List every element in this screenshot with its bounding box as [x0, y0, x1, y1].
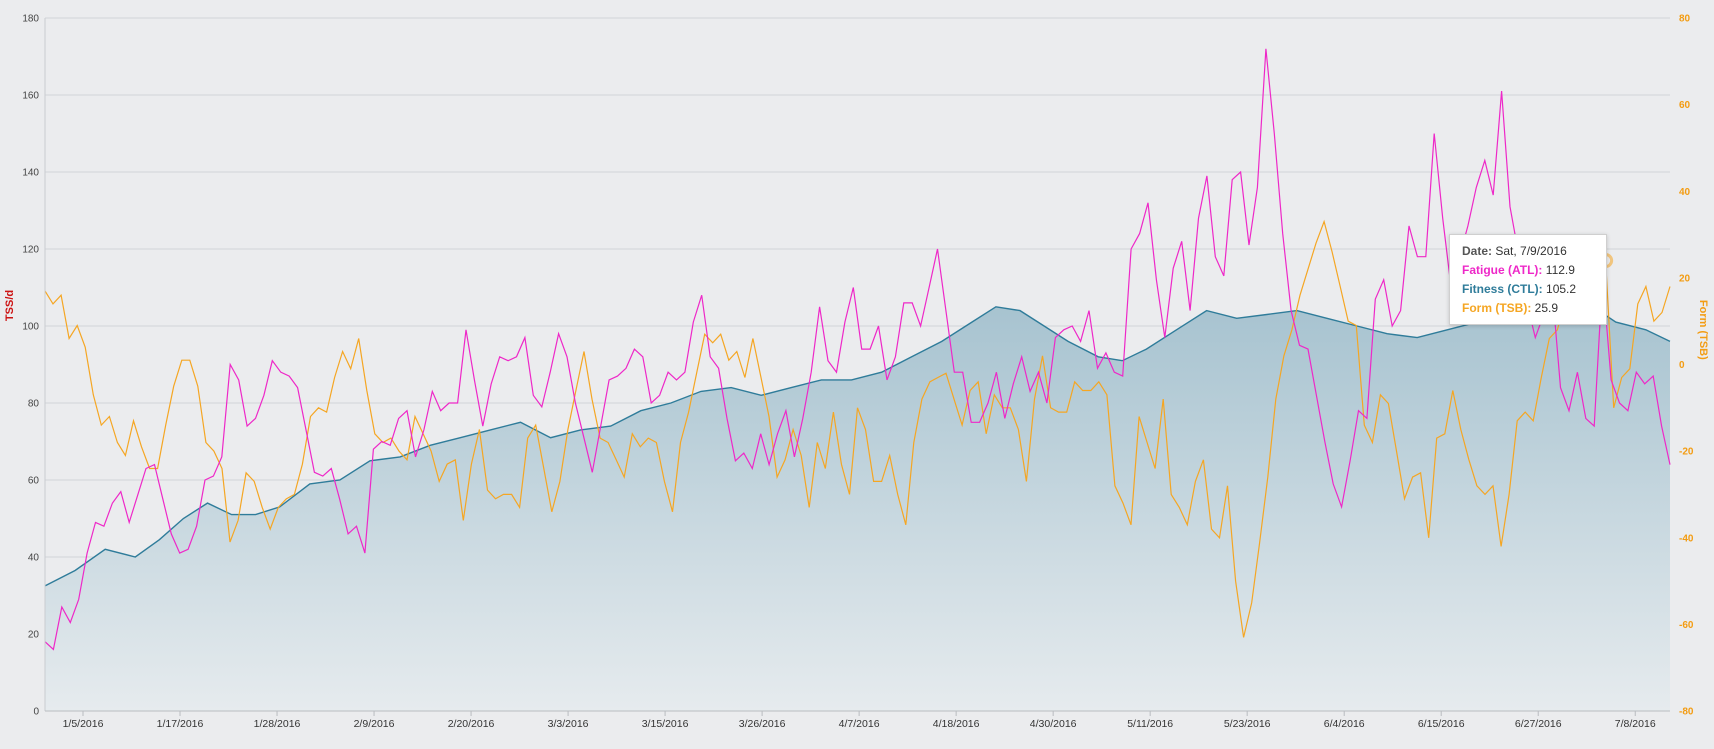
x-tick-label: 4/30/2016 — [1030, 718, 1077, 730]
tooltip-fatigue-value: 112.9 — [1545, 263, 1575, 277]
y-right-tick-label: 40 — [1679, 187, 1691, 198]
y-left-tick-label: 60 — [28, 476, 40, 487]
y-left-tick-label: 160 — [22, 91, 39, 102]
tooltip-fitness-row: Fitness (CTL): 105.2 — [1462, 280, 1596, 299]
tooltip-fatigue-row: Fatigue (ATL): 112.9 — [1462, 261, 1596, 280]
y-right-tick-label: 20 — [1679, 273, 1691, 284]
y-right-tick-label: -60 — [1679, 620, 1694, 631]
tooltip-date-value: Sat, 7/9/2016 — [1495, 244, 1567, 258]
y-left-tick-label: 120 — [22, 245, 39, 256]
x-tick-label: 1/17/2016 — [157, 718, 204, 730]
y-left-tick-label: 40 — [28, 553, 40, 564]
tooltip-fatigue-label: Fatigue (ATL): — [1462, 263, 1543, 277]
x-tick-label: 1/5/2016 — [63, 718, 104, 730]
x-tick-label: 3/3/2016 — [548, 718, 589, 730]
x-tick-label: 3/15/2016 — [642, 718, 689, 730]
x-tick-label: 3/26/2016 — [739, 718, 786, 730]
y-left-tick-label: 100 — [22, 322, 39, 333]
axes: 0 20 40 60 80 100 120 140 160 180 -80 -60 -40 -20 0 20 4… — [4, 14, 1709, 731]
y-left-tick-label: 140 — [22, 168, 39, 179]
fitness-area — [45, 306, 1670, 711]
x-tick-label: 2/20/2016 — [448, 718, 495, 730]
y-right-tick-label: 0 — [1679, 360, 1685, 371]
tooltip-fitness-label: Fitness (CTL): — [1462, 282, 1543, 296]
y-right-tick-label: -40 — [1679, 533, 1694, 544]
y-right-tick-label: 80 — [1679, 14, 1691, 25]
fitness-line — [44, 305, 1671, 587]
y-right-tick-label: -20 — [1679, 447, 1694, 458]
x-tick-label: 5/11/2016 — [1127, 718, 1173, 730]
tooltip-form-value: 25.9 — [1534, 301, 1559, 315]
x-tick-label: 2/9/2016 — [354, 718, 395, 730]
form-line — [44, 219, 1671, 638]
x-tick-label: 6/4/2016 — [1324, 718, 1365, 730]
x-tick-label: 7/8/2016 — [1615, 718, 1656, 730]
y-left-tick-label: 180 — [22, 14, 39, 25]
x-tick-label: 1/28/2016 — [254, 718, 301, 730]
y-right-axis-title: Form (TSB) — [1697, 300, 1709, 360]
tooltip-date-label: Date: — [1462, 244, 1493, 258]
y-left-tick-label: 80 — [28, 399, 40, 410]
y-left-tick-label: 0 — [33, 707, 39, 718]
chart-tooltip: Date: Sat, 7/9/2016 Fatigue (ATL): 112.9… — [1449, 234, 1607, 325]
x-tick-label: 4/7/2016 — [839, 718, 880, 730]
tooltip-fitness-value: 105.2 — [1546, 282, 1577, 296]
tooltip-form-row: Form (TSB): 25.9 — [1462, 299, 1596, 318]
y-right-tick-label: -80 — [1679, 707, 1694, 718]
y-left-tick-label: 20 — [28, 630, 40, 641]
tooltip-form-label: Form (TSB): — [1462, 301, 1532, 315]
x-tick-label: 6/27/2016 — [1515, 718, 1562, 730]
fatigue-line — [44, 48, 1671, 651]
x-tick-label: 5/23/2016 — [1224, 718, 1271, 730]
y-left-axis-title: TSS/d — [4, 290, 16, 321]
y-right-tick-label: 60 — [1679, 100, 1691, 111]
x-tick-label: 4/18/2016 — [933, 718, 980, 730]
series-layer — [44, 48, 1671, 711]
x-tick-label: 6/15/2016 — [1418, 718, 1465, 730]
tooltip-date-row: Date: Sat, 7/9/2016 — [1462, 242, 1596, 261]
